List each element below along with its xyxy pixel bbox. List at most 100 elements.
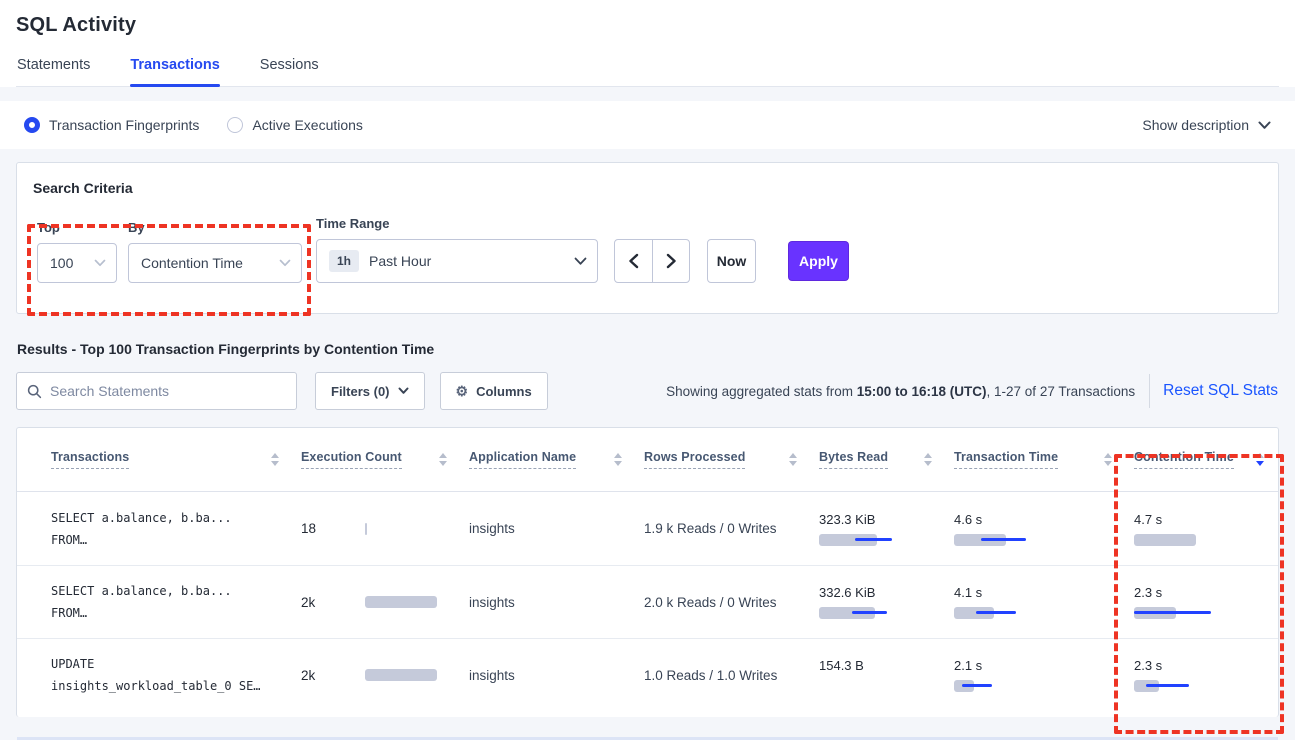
- radio-label: Active Executions: [252, 117, 363, 133]
- sort-icon[interactable]: [924, 453, 932, 466]
- metric-bar: [954, 680, 1064, 692]
- filters-button[interactable]: Filters (0): [315, 372, 425, 410]
- time-nav-group: [614, 239, 690, 283]
- column-header-contention-time[interactable]: Contention Time: [1134, 450, 1270, 469]
- search-statements-box: [16, 372, 297, 410]
- sort-icon[interactable]: [789, 453, 797, 466]
- now-button[interactable]: Now: [707, 239, 756, 283]
- page-title: SQL Activity: [16, 14, 137, 36]
- time-range-field: Time Range 1h Past Hour: [316, 216, 598, 283]
- metric-bar: [819, 607, 929, 619]
- columns-button[interactable]: ⚙ Columns: [439, 372, 548, 410]
- transaction-time-cell: 4.1 s: [954, 585, 1134, 619]
- application-name-cell: insights: [469, 521, 515, 536]
- metric-bar: [1134, 680, 1244, 692]
- search-criteria-heading: Search Criteria: [33, 180, 133, 196]
- application-name-cell: insights: [469, 667, 515, 683]
- column-header-transaction-time[interactable]: Transaction Time: [954, 450, 1134, 469]
- view-selector-bar: Transaction Fingerprints Active Executio…: [0, 101, 1295, 149]
- time-range-value: Past Hour: [369, 253, 432, 269]
- show-description-toggle[interactable]: Show description: [1142, 117, 1271, 133]
- sort-icon[interactable]: [1256, 453, 1264, 466]
- by-label: By: [128, 220, 145, 235]
- radio-active-executions[interactable]: Active Executions: [227, 117, 363, 133]
- execution-count-cell: 2k: [301, 668, 469, 683]
- contention-time-cell: 2.3 s: [1134, 658, 1270, 692]
- metric-bar: [1134, 607, 1244, 619]
- time-range-badge: 1h: [329, 250, 360, 272]
- time-range-label: Time Range: [316, 216, 390, 231]
- search-statements-input[interactable]: [50, 383, 286, 399]
- execution-count-cell: 18: [301, 521, 469, 536]
- table-row[interactable]: SELECT a.balance, b.ba... FROM… 2k insig…: [17, 565, 1278, 638]
- column-header-transactions[interactable]: Transactions: [51, 450, 301, 469]
- radio-checked-icon: [24, 117, 40, 133]
- gear-icon: ⚙: [455, 382, 469, 399]
- sort-icon[interactable]: [1104, 453, 1112, 466]
- next-row-edge: [17, 737, 1278, 740]
- bytes-read-cell: 323.3 KiB: [819, 512, 954, 546]
- columns-label: Columns: [476, 383, 532, 399]
- chevron-down-icon: [1258, 121, 1271, 130]
- sort-icon[interactable]: [439, 453, 447, 466]
- by-select-value: Contention Time: [141, 255, 243, 271]
- sort-icon[interactable]: [271, 453, 279, 466]
- transactions-table: Transactions Execution Count Application…: [16, 427, 1279, 717]
- execution-count-cell: 2k: [301, 595, 469, 610]
- view-radio-group: Transaction Fingerprints Active Executio…: [24, 117, 363, 133]
- chevron-down-icon: [574, 257, 587, 266]
- top-select[interactable]: 100: [37, 243, 117, 283]
- rows-processed-cell: 1.0 Reads / 1.0 Writes: [644, 667, 778, 683]
- top-field: Top 100: [37, 220, 117, 283]
- metric-bar: [365, 669, 469, 681]
- chevron-left-icon: [628, 253, 639, 269]
- table-row[interactable]: UPDATE insights_workload_table_0 SE… 2k …: [17, 638, 1278, 711]
- top-label: Top: [37, 220, 60, 235]
- transaction-query-link[interactable]: SELECT a.balance, b.ba... FROM…: [51, 510, 232, 547]
- column-header-execution-count[interactable]: Execution Count: [301, 450, 469, 469]
- radio-transaction-fingerprints[interactable]: Transaction Fingerprints: [24, 117, 199, 133]
- metric-bar: [819, 533, 929, 546]
- transaction-time-cell: 4.6 s: [954, 512, 1134, 546]
- table-header-row: Transactions Execution Count Application…: [17, 428, 1278, 492]
- radio-unchecked-icon: [227, 117, 244, 133]
- application-name-cell: insights: [469, 594, 515, 610]
- next-time-button[interactable]: [652, 240, 689, 282]
- tab-sessions[interactable]: Sessions: [259, 57, 319, 73]
- by-field: By Contention Time: [128, 220, 302, 283]
- transaction-query-link[interactable]: SELECT a.balance, b.ba... FROM…: [51, 584, 232, 620]
- page-header: SQL Activity Statements Transactions Ses…: [0, 0, 1295, 87]
- results-heading: Results - Top 100 Transaction Fingerprin…: [17, 341, 435, 357]
- previous-time-button[interactable]: [615, 240, 652, 282]
- rows-processed-cell: 1.9 k Reads / 0 Writes: [644, 521, 777, 536]
- tab-statements[interactable]: Statements: [17, 57, 91, 73]
- chevron-down-icon: [279, 259, 291, 267]
- column-header-rows-processed[interactable]: Rows Processed: [644, 450, 819, 469]
- bytes-read-cell: 154.3 B: [819, 658, 864, 673]
- by-select[interactable]: Contention Time: [128, 243, 302, 283]
- search-criteria-fields: Top 100 By Contention Time Time Range 1h…: [37, 216, 1262, 283]
- apply-button[interactable]: Apply: [788, 241, 849, 281]
- stats-time-range: 15:00 to 16:18 (UTC): [856, 383, 987, 399]
- column-header-application-name[interactable]: Application Name: [469, 450, 644, 469]
- transaction-time-cell: 2.1 s: [954, 658, 1134, 692]
- contention-time-cell: 4.7 s: [1134, 512, 1270, 546]
- transaction-query-link[interactable]: UPDATE insights_workload_table_0 SE…: [51, 657, 261, 693]
- reset-sql-stats-link[interactable]: Reset SQL Stats: [1163, 382, 1278, 399]
- metric-bar: [954, 533, 1064, 546]
- radio-label: Transaction Fingerprints: [49, 117, 200, 133]
- chevron-right-icon: [666, 253, 677, 269]
- chevron-down-icon: [94, 259, 106, 267]
- filters-label: Filters (0): [331, 383, 390, 399]
- table-row[interactable]: SELECT a.balance, b.ba... FROM… 18 insig…: [17, 492, 1278, 565]
- metric-bar: [1134, 533, 1244, 546]
- search-criteria-card: Search Criteria Top 100 By Contention Ti…: [16, 162, 1279, 314]
- contention-time-cell: 2.3 s: [1134, 585, 1270, 619]
- results-toolbar: Filters (0) ⚙ Columns Showing aggregated…: [16, 372, 1279, 410]
- bytes-read-cell: 332.6 KiB: [819, 585, 954, 619]
- tab-transactions[interactable]: Transactions: [130, 57, 221, 87]
- column-header-bytes-read[interactable]: Bytes Read: [819, 450, 954, 469]
- metric-bar: [954, 607, 1064, 619]
- sort-icon[interactable]: [614, 453, 622, 466]
- time-range-select[interactable]: 1h Past Hour: [316, 239, 598, 283]
